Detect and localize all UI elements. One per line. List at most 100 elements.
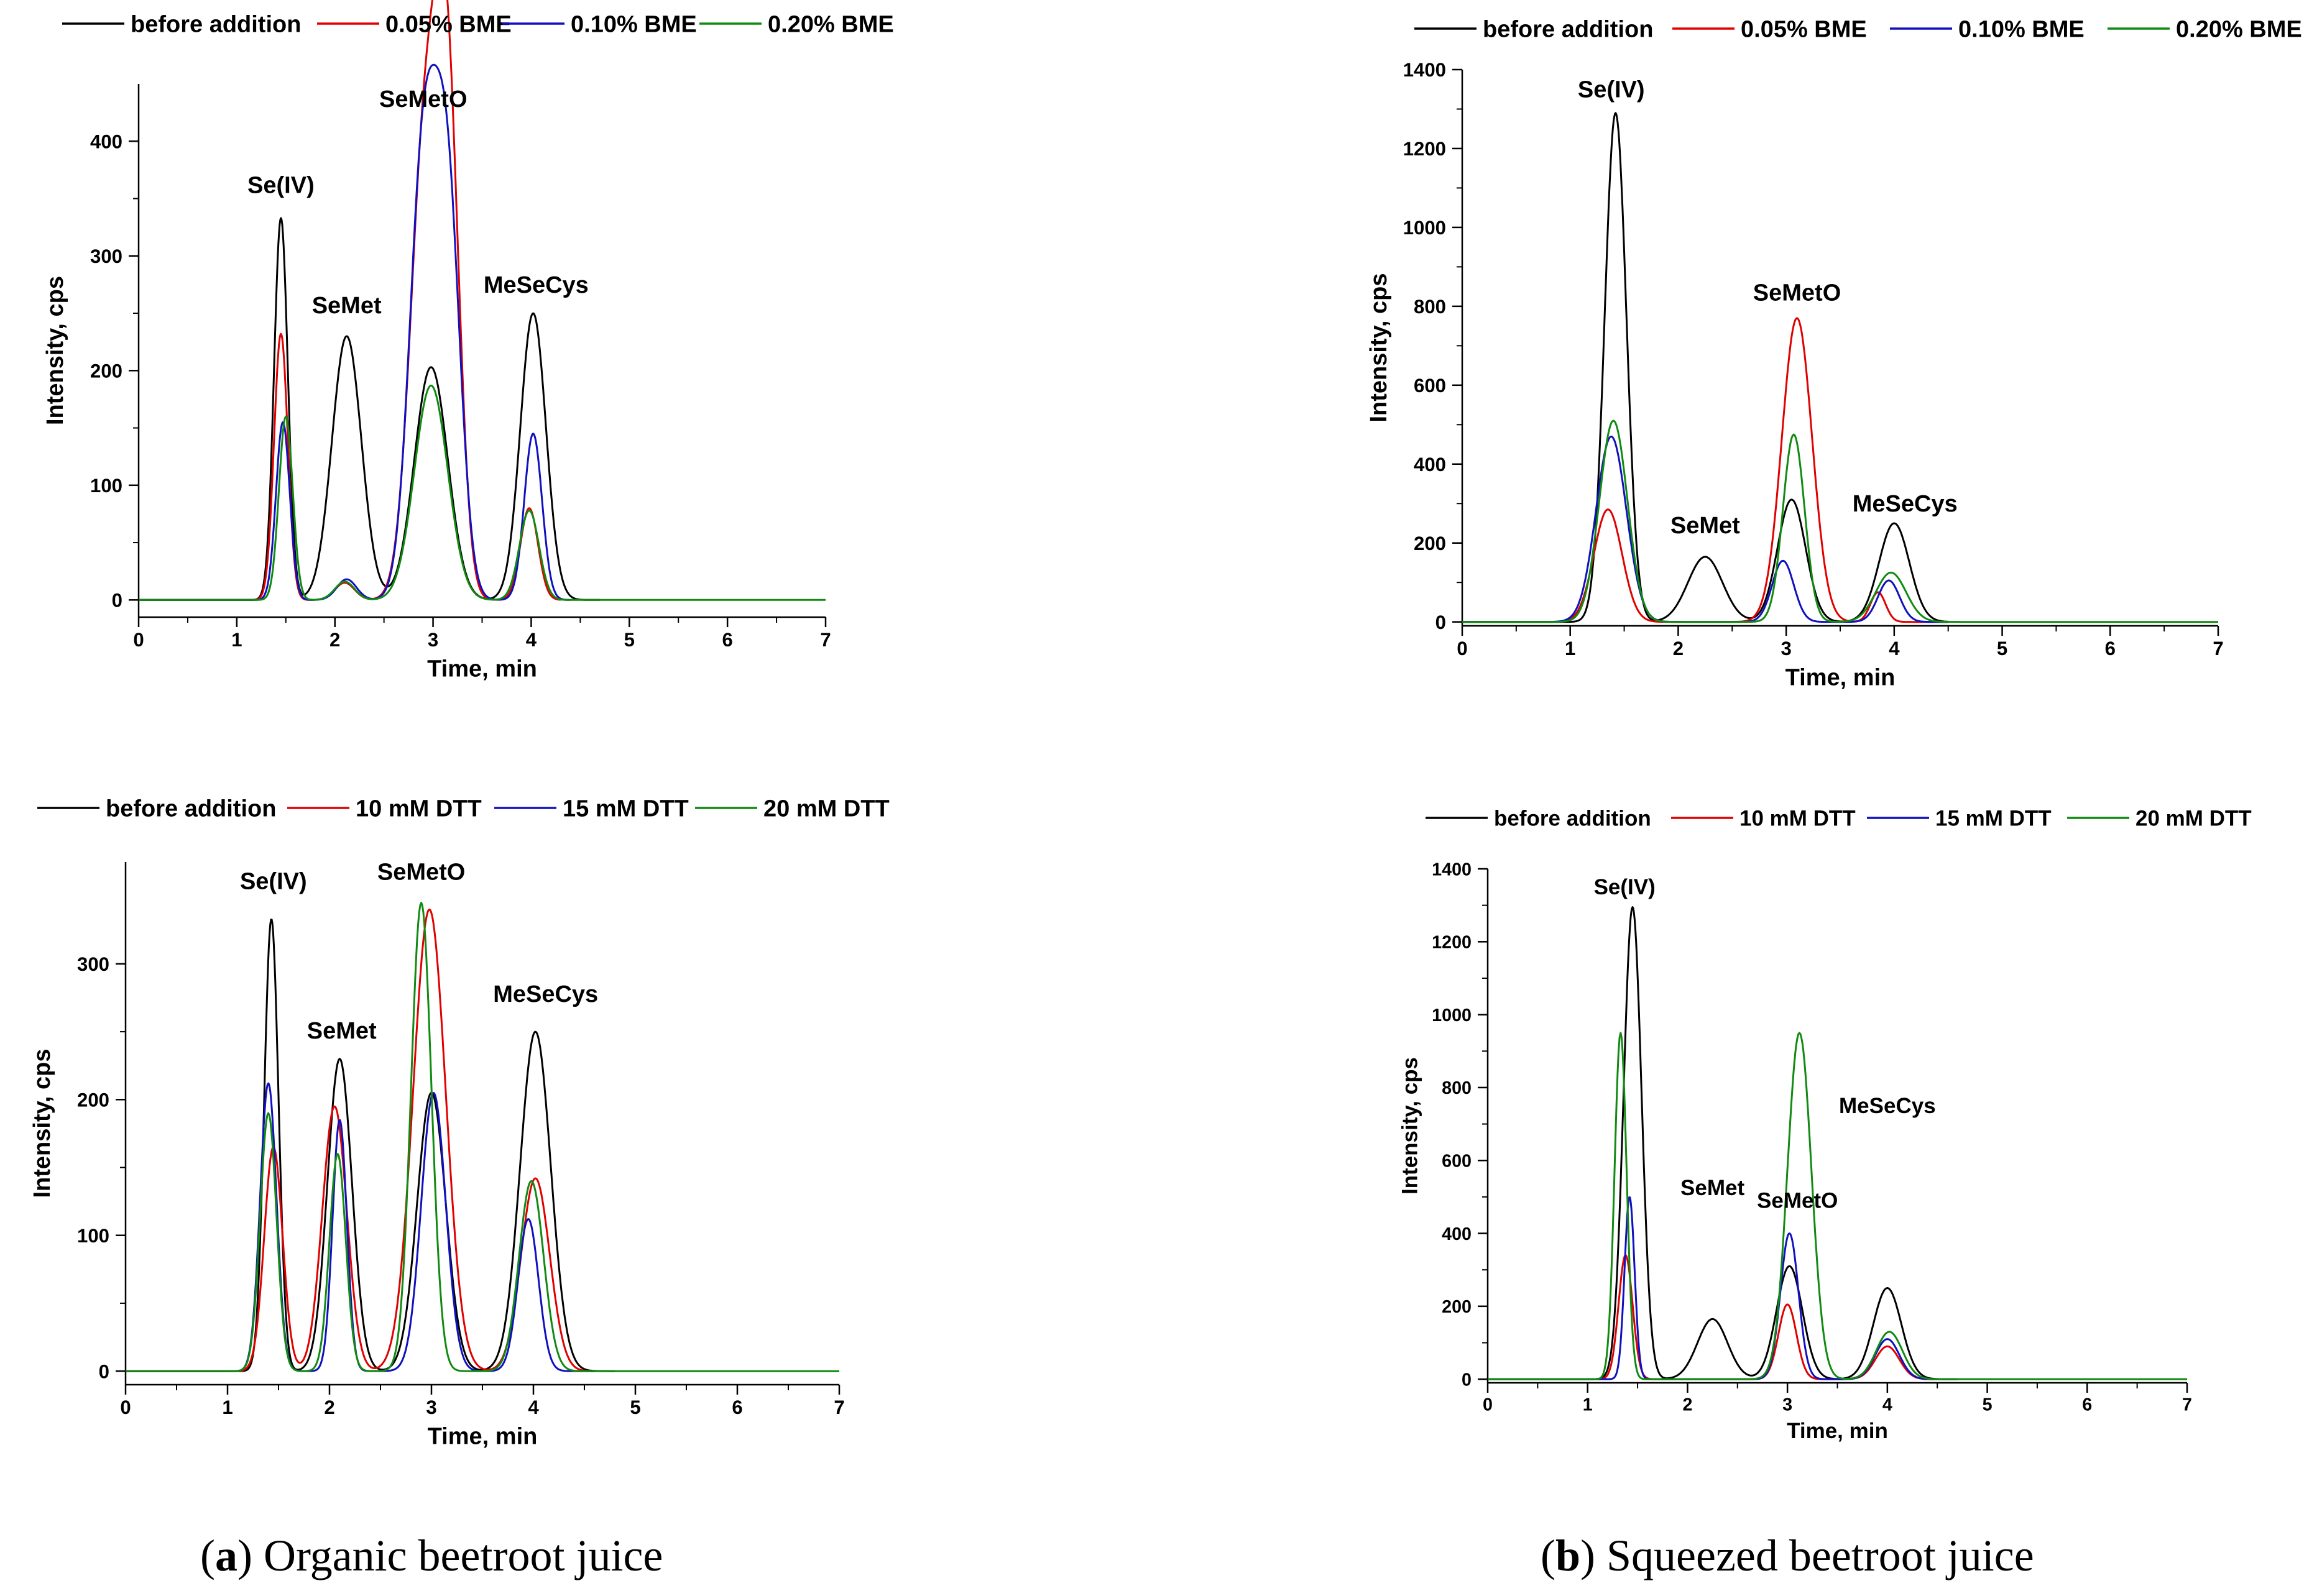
series-line-2 (1487, 1254, 1958, 1380)
y-tick-label: 1400 (1432, 860, 1472, 879)
y-tick-label: 1000 (1403, 217, 1446, 239)
legend-label: before addition (106, 796, 276, 822)
x-tick-label: 3 (1782, 1395, 1792, 1415)
y-tick-label: 200 (1414, 533, 1446, 554)
peak-label: SeMet (312, 293, 382, 319)
legend-label: 0.10% ΒΜΕ (571, 12, 697, 38)
legend-label: 20 mM DTT (2135, 807, 2252, 831)
y-tick-label: 400 (90, 131, 122, 152)
peak-label: SeMet (307, 1018, 377, 1044)
series-line-3 (138, 63, 571, 601)
peak-label: SeMetO (1757, 1188, 1838, 1213)
peak-label: Se(IV) (247, 172, 315, 198)
y-axis-label: Intensity, cps (1366, 273, 1392, 422)
x-tick-label: 3 (428, 629, 438, 651)
legend-label: 10 mM DTT (1739, 807, 1856, 831)
legend-label: 20 mM DTT (763, 796, 890, 822)
x-tick-label: 1 (222, 1396, 233, 1418)
y-tick-label: 400 (1442, 1224, 1472, 1244)
x-tick-label: 5 (1997, 638, 2007, 659)
peak-label: Se(IV) (240, 869, 307, 895)
legend-label: 0.05% ΒΜΕ (385, 12, 512, 38)
y-axis-label: Intensity, cps (42, 276, 68, 425)
series-line-4 (139, 384, 826, 601)
y-tick-label: 600 (1414, 375, 1446, 397)
x-tick-label: 2 (1682, 1395, 1692, 1415)
y-tick-label: 1400 (1403, 59, 1446, 81)
x-tick-label: 0 (120, 1396, 131, 1418)
x-axis-label: Time, min (428, 1423, 538, 1449)
x-axis-label: Time, min (427, 656, 537, 682)
chart-b-top: 0 1 2 3 4 5 6 7 0 200 400 600 800 1000 1200 1400 Time, m… (1366, 17, 2302, 691)
x-tick-label: 3 (1781, 638, 1791, 659)
y-axis-label: Intensity, cps (1398, 1057, 1422, 1195)
series-line-3 (125, 1082, 595, 1372)
y-tick-label: 0 (112, 590, 122, 612)
legend-label: 0.20% ΒΜΕ (2176, 17, 2302, 43)
peak-label: MeSeCys (1839, 1094, 1936, 1118)
y-tick-label: 0 (1462, 1370, 1472, 1390)
x-tick-label: 2 (324, 1396, 334, 1418)
x-tick-label: 6 (2082, 1395, 2092, 1415)
x-tick-label: 1 (1565, 638, 1575, 659)
x-tick-label: 0 (1457, 638, 1467, 659)
y-tick-label: 300 (77, 953, 109, 975)
y-tick-label: 100 (90, 475, 122, 497)
x-tick-label: 2 (329, 629, 340, 651)
peak-label: Se(IV) (1594, 875, 1656, 899)
x-tick-label: 3 (426, 1396, 436, 1418)
y-axis-label: Intensity, cps (29, 1048, 55, 1198)
x-tick-label: 4 (528, 1396, 539, 1418)
x-tick-label: 4 (526, 629, 537, 651)
y-tick-label: 0 (1435, 612, 1446, 633)
x-tick-label: 5 (1983, 1395, 1993, 1415)
chart-b-bottom: 0 1 2 3 4 5 6 7 0 200 400 600 800 1000 1200 1400 Time, m… (1398, 807, 2251, 1444)
y-tick-label: 600 (1442, 1152, 1472, 1172)
legend-label: before addition (131, 12, 301, 38)
y-tick-label: 100 (77, 1225, 109, 1247)
legend-label: before addition (1494, 807, 1651, 831)
y-tick-label: 0 (99, 1360, 109, 1382)
y-tick-label: 800 (1442, 1078, 1472, 1098)
y-tick-label: 200 (90, 360, 122, 382)
legend-label: 10 mM DTT (356, 796, 482, 822)
peak-label: SeMet (1670, 513, 1740, 539)
x-tick-label: 7 (834, 1396, 844, 1418)
x-tick-label: 2 (1673, 638, 1684, 659)
x-tick-label: 6 (722, 629, 732, 651)
peak-label: SeMetO (379, 86, 467, 112)
x-tick-label: 7 (2213, 638, 2223, 659)
caption-organic-beetroot-juice: (a) Organic beetroot juice (200, 1531, 663, 1580)
series-line-1 (1462, 112, 1949, 623)
peak-label: SeMet (1680, 1176, 1744, 1200)
y-tick-label: 300 (90, 245, 122, 267)
chart-a-bottom: 0 1 2 3 4 5 6 7 0 100 200 300 Time, min Intensity, cp… (29, 796, 890, 1450)
x-tick-label: 4 (1882, 1395, 1892, 1415)
peak-label: SeMetO (1753, 280, 1841, 306)
caption-squeezed-beetroot-juice: (b) Squeezed beetroot juice (1541, 1531, 2034, 1580)
x-axis-label: Time, min (1785, 664, 1896, 690)
y-tick-label: 1200 (1403, 138, 1446, 160)
legend-label: 0.20% ΒΜΕ (768, 12, 894, 38)
x-tick-label: 7 (820, 629, 831, 651)
legend-label: 15 mM DTT (563, 796, 689, 822)
y-tick-label: 400 (1414, 454, 1446, 475)
y-tick-label: 1000 (1432, 1006, 1472, 1025)
x-tick-label: 6 (2105, 638, 2116, 659)
y-tick-label: 200 (1442, 1297, 1472, 1317)
peak-label: MeSeCys (493, 981, 598, 1007)
y-tick-label: 200 (77, 1089, 109, 1111)
x-tick-label: 5 (630, 1396, 640, 1418)
peak-label: Se(IV) (1578, 76, 1645, 103)
peak-label: MeSeCys (484, 272, 589, 298)
legend-label: before addition (1483, 17, 1653, 43)
x-tick-label: 1 (1583, 1395, 1593, 1415)
x-tick-label: 0 (1483, 1395, 1493, 1415)
chart-a-top: 0 1 2 3 4 5 6 7 0 100 200 300 400 Time, min Intensity,… (42, 0, 894, 682)
x-tick-label: 4 (1889, 638, 1900, 659)
x-tick-label: 0 (133, 629, 144, 651)
peak-label: MeSeCys (1853, 491, 1958, 517)
y-tick-label: 1200 (1432, 933, 1472, 953)
x-tick-label: 5 (624, 629, 635, 651)
